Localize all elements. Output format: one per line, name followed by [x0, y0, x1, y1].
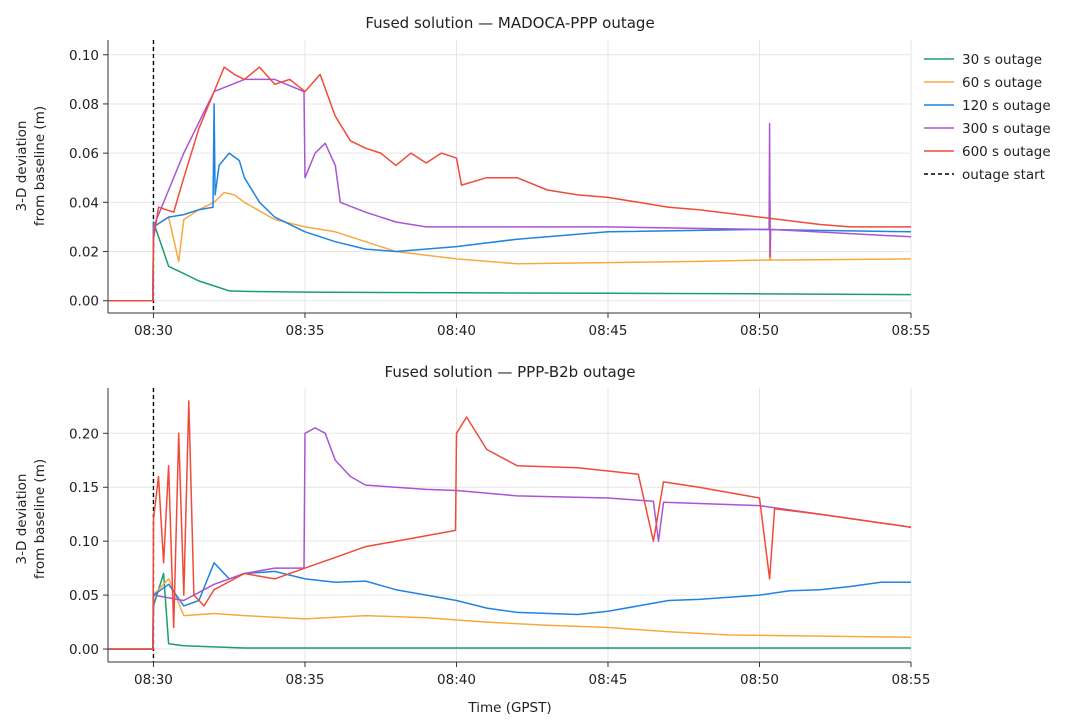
- legend-label: 60 s outage: [962, 75, 1042, 91]
- legend-label: 120 s outage: [962, 98, 1051, 114]
- series-line-600-s-outage: [108, 400, 912, 650]
- y-tick-label: 0.20: [69, 426, 99, 442]
- chart-title: Fused solution — MADOCA-PPP outage: [365, 14, 654, 32]
- x-tick-label: 08:50: [740, 672, 779, 688]
- y-tick-label: 0.15: [69, 480, 99, 496]
- x-tick-label: 08:40: [437, 323, 476, 339]
- x-tick-label: 08:55: [892, 323, 931, 339]
- y-tick-label: 0.10: [69, 48, 99, 64]
- y-axis-label-line-2: from baseline (m): [32, 459, 48, 579]
- chart-madoca: Fused solution — MADOCA-PPP outage 3-D d…: [14, 14, 930, 339]
- legend: 30 s outage 60 s outage 120 s outage 300 s …: [924, 52, 1051, 183]
- x-tick-label: 08:40: [437, 672, 476, 688]
- chart-b2b: Fused solution — PPP-B2b outage 3-D devi…: [14, 363, 930, 716]
- x-tick-label: 08:50: [740, 323, 779, 339]
- chart-title: Fused solution — PPP-B2b outage: [385, 363, 636, 381]
- y-tick-label: 0.04: [69, 195, 99, 211]
- y-tick-label: 0.08: [69, 97, 99, 113]
- gridlines: [108, 40, 912, 313]
- y-tick-labels: 0.00 0.02 0.04 0.06 0.08 0.10: [69, 48, 99, 310]
- series-line-30-s-outage: [108, 221, 912, 302]
- series-line-60-s-outage: [108, 578, 912, 650]
- y-tick-label: 0.00: [69, 642, 99, 658]
- y-axis-label: 3-D deviation from baseline (m): [14, 106, 48, 226]
- axes: [103, 40, 912, 318]
- series-line-600-s-outage: [108, 66, 911, 302]
- legend-label: 600 s outage: [962, 144, 1051, 160]
- y-tick-label: 0.00: [69, 294, 99, 310]
- y-tick-label: 0.06: [69, 146, 99, 162]
- series-line-60-s-outage: [108, 191, 912, 302]
- series-line-300-s-outage: [108, 427, 912, 650]
- y-axis-label-line-2: from baseline (m): [32, 106, 48, 226]
- x-tick-label: 08:45: [589, 323, 628, 339]
- y-axis-label-line-1: 3-D deviation: [14, 121, 30, 212]
- x-axis-label: Time (GPST): [467, 700, 551, 716]
- legend-label: outage start: [962, 167, 1045, 183]
- x-tick-labels: 08:30 08:35 08:40 08:45 08:50 08:55: [134, 323, 930, 339]
- series-line-120-s-outage: [108, 103, 912, 302]
- gridlines: [108, 388, 912, 662]
- y-axis-label: 3-D deviation from baseline (m): [14, 459, 48, 579]
- series-lines: [108, 400, 912, 650]
- x-tick-label: 08:55: [892, 672, 931, 688]
- x-tick-label: 08:35: [286, 323, 325, 339]
- axes: [103, 388, 912, 667]
- series-line-300-s-outage: [108, 78, 912, 302]
- y-tick-label: 0.02: [69, 245, 99, 261]
- y-axis-label-line-1: 3-D deviation: [14, 474, 30, 565]
- series-line-120-s-outage: [108, 562, 911, 650]
- x-tick-label: 08:35: [286, 672, 325, 688]
- x-tick-labels: 08:30 08:35 08:40 08:45 08:50 08:55: [134, 672, 930, 688]
- x-tick-label: 08:30: [134, 323, 173, 339]
- x-tick-label: 08:45: [589, 672, 628, 688]
- legend-label: 300 s outage: [962, 121, 1051, 137]
- y-tick-label: 0.05: [69, 588, 99, 604]
- x-tick-label: 08:30: [134, 672, 173, 688]
- series-lines: [108, 66, 912, 302]
- legend-label: 30 s outage: [962, 52, 1042, 68]
- y-tick-labels: 0.00 0.05 0.10 0.15 0.20: [69, 426, 99, 658]
- y-tick-label: 0.10: [69, 534, 99, 550]
